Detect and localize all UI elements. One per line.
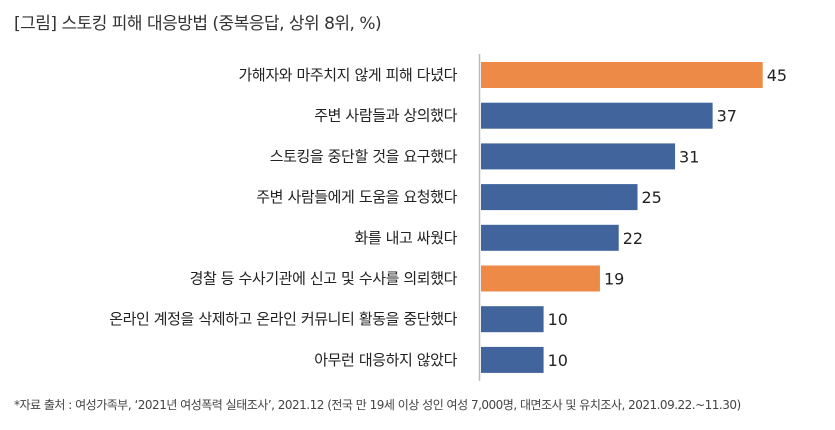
data-label: 31: [679, 147, 699, 166]
category-label: 주변 사람들과 상의했다: [314, 107, 457, 125]
category-label: 경찰 등 수사기관에 신고 및 수사를 의뢰했다: [190, 270, 458, 288]
bar: [481, 143, 676, 170]
data-label: 45: [767, 66, 787, 85]
category-label: 온라인 계정을 삭제하고 온라인 커뮤니티 활동을 중단했다: [109, 310, 457, 328]
category-label: 가해자와 마주치지 않게 피해 다녔다: [239, 66, 458, 84]
data-label: 37: [717, 107, 737, 126]
bar: [481, 102, 713, 129]
bar: [481, 346, 544, 373]
source-footnote: *자료 출처 : 여성가족부, ‘2021년 여성폭력 실태조사’, 2021.…: [14, 398, 741, 412]
chart-title: [그림] 스토킹 피해 대응방법 (중복응답, 상위 8위, %): [14, 14, 382, 34]
data-label: 22: [623, 229, 643, 248]
bar: [481, 265, 600, 292]
bar: [481, 224, 619, 251]
category-label: 스토킹을 중단할 것을 요구했다: [270, 147, 458, 165]
bar: [481, 62, 763, 88]
category-label: 아무런 대응하지 않았다: [314, 351, 457, 369]
bar: [481, 184, 638, 211]
data-label: 10: [548, 310, 568, 329]
data-label: 25: [642, 188, 662, 207]
bar: [481, 306, 544, 333]
data-label: 10: [548, 351, 568, 370]
category-label: 화를 내고 싸웠다: [354, 229, 457, 247]
category-label: 주변 사람들에게 도움을 요청했다: [256, 188, 457, 206]
data-label: 19: [604, 270, 624, 289]
